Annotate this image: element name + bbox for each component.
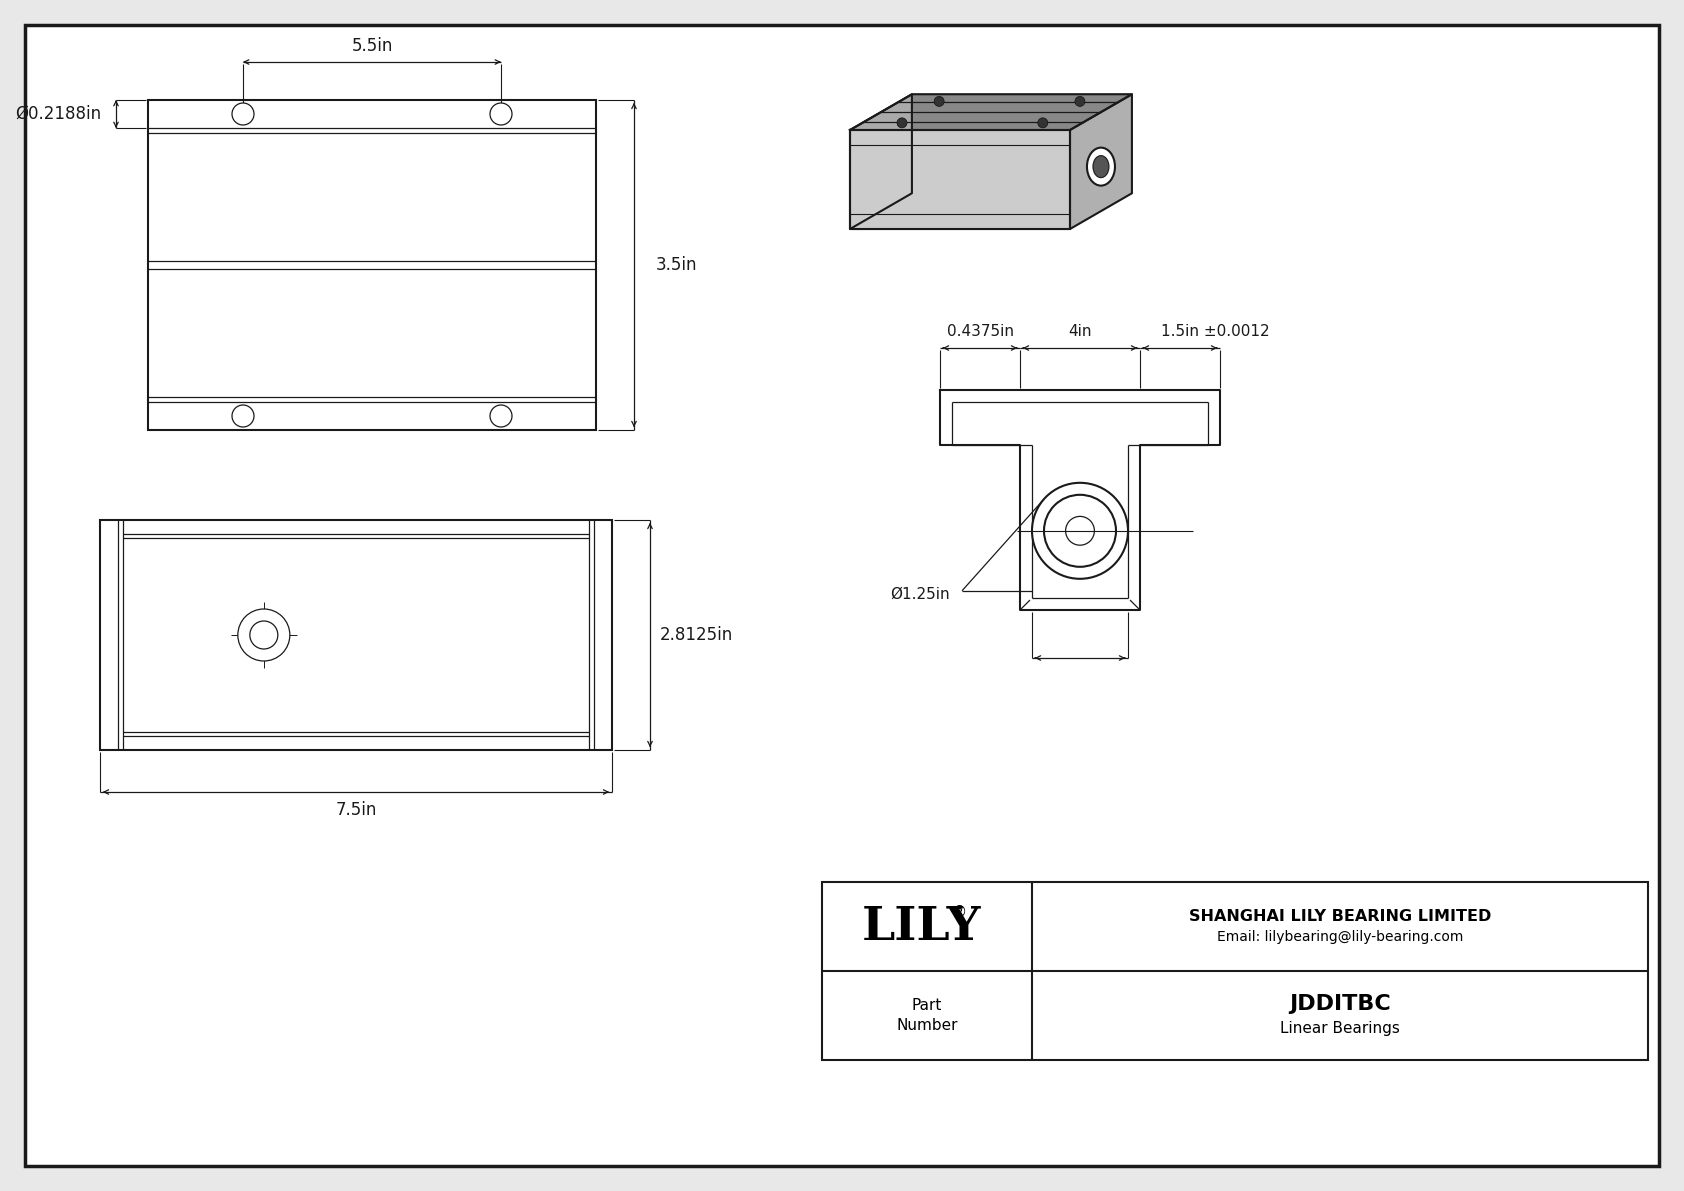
- Text: 4in: 4in: [1068, 324, 1091, 339]
- Text: 2.8125in: 2.8125in: [660, 626, 733, 644]
- Circle shape: [935, 96, 945, 106]
- Circle shape: [1037, 118, 1047, 127]
- Circle shape: [490, 405, 512, 428]
- Ellipse shape: [1086, 148, 1115, 186]
- Polygon shape: [850, 94, 913, 229]
- Circle shape: [232, 405, 254, 428]
- Circle shape: [1074, 96, 1084, 106]
- Text: 1.5in ±0.0012: 1.5in ±0.0012: [1160, 324, 1270, 339]
- Text: Ø1.25in: Ø1.25in: [891, 586, 950, 601]
- Circle shape: [490, 102, 512, 125]
- Bar: [148, 100, 596, 430]
- Text: 3.5in: 3.5in: [655, 256, 697, 274]
- Circle shape: [898, 118, 908, 127]
- Text: LILY: LILY: [862, 904, 982, 949]
- Text: SHANGHAI LILY BEARING LIMITED: SHANGHAI LILY BEARING LIMITED: [1189, 909, 1492, 924]
- Circle shape: [1066, 517, 1095, 545]
- Text: Email: lilybearing@lily-bearing.com: Email: lilybearing@lily-bearing.com: [1218, 930, 1463, 944]
- Text: ®: ®: [951, 905, 967, 919]
- Polygon shape: [940, 389, 1219, 610]
- Circle shape: [249, 621, 278, 649]
- Text: JDDITBC: JDDITBC: [1290, 994, 1391, 1015]
- Ellipse shape: [1093, 156, 1110, 177]
- Text: Ø0.2188in: Ø0.2188in: [15, 105, 101, 123]
- Text: Part
Number: Part Number: [896, 998, 958, 1034]
- Circle shape: [232, 102, 254, 125]
- Polygon shape: [1069, 94, 1132, 229]
- Text: 7.5in: 7.5in: [335, 802, 377, 819]
- Circle shape: [1044, 494, 1116, 567]
- Polygon shape: [850, 94, 1132, 130]
- Circle shape: [237, 609, 290, 661]
- Polygon shape: [850, 130, 1069, 229]
- Bar: [99, 520, 611, 750]
- Text: 0.4375in: 0.4375in: [946, 324, 1014, 339]
- Text: 5.5in: 5.5in: [352, 37, 392, 55]
- Text: Linear Bearings: Linear Bearings: [1280, 1021, 1399, 1036]
- Bar: [822, 883, 1649, 1060]
- Circle shape: [1032, 482, 1128, 579]
